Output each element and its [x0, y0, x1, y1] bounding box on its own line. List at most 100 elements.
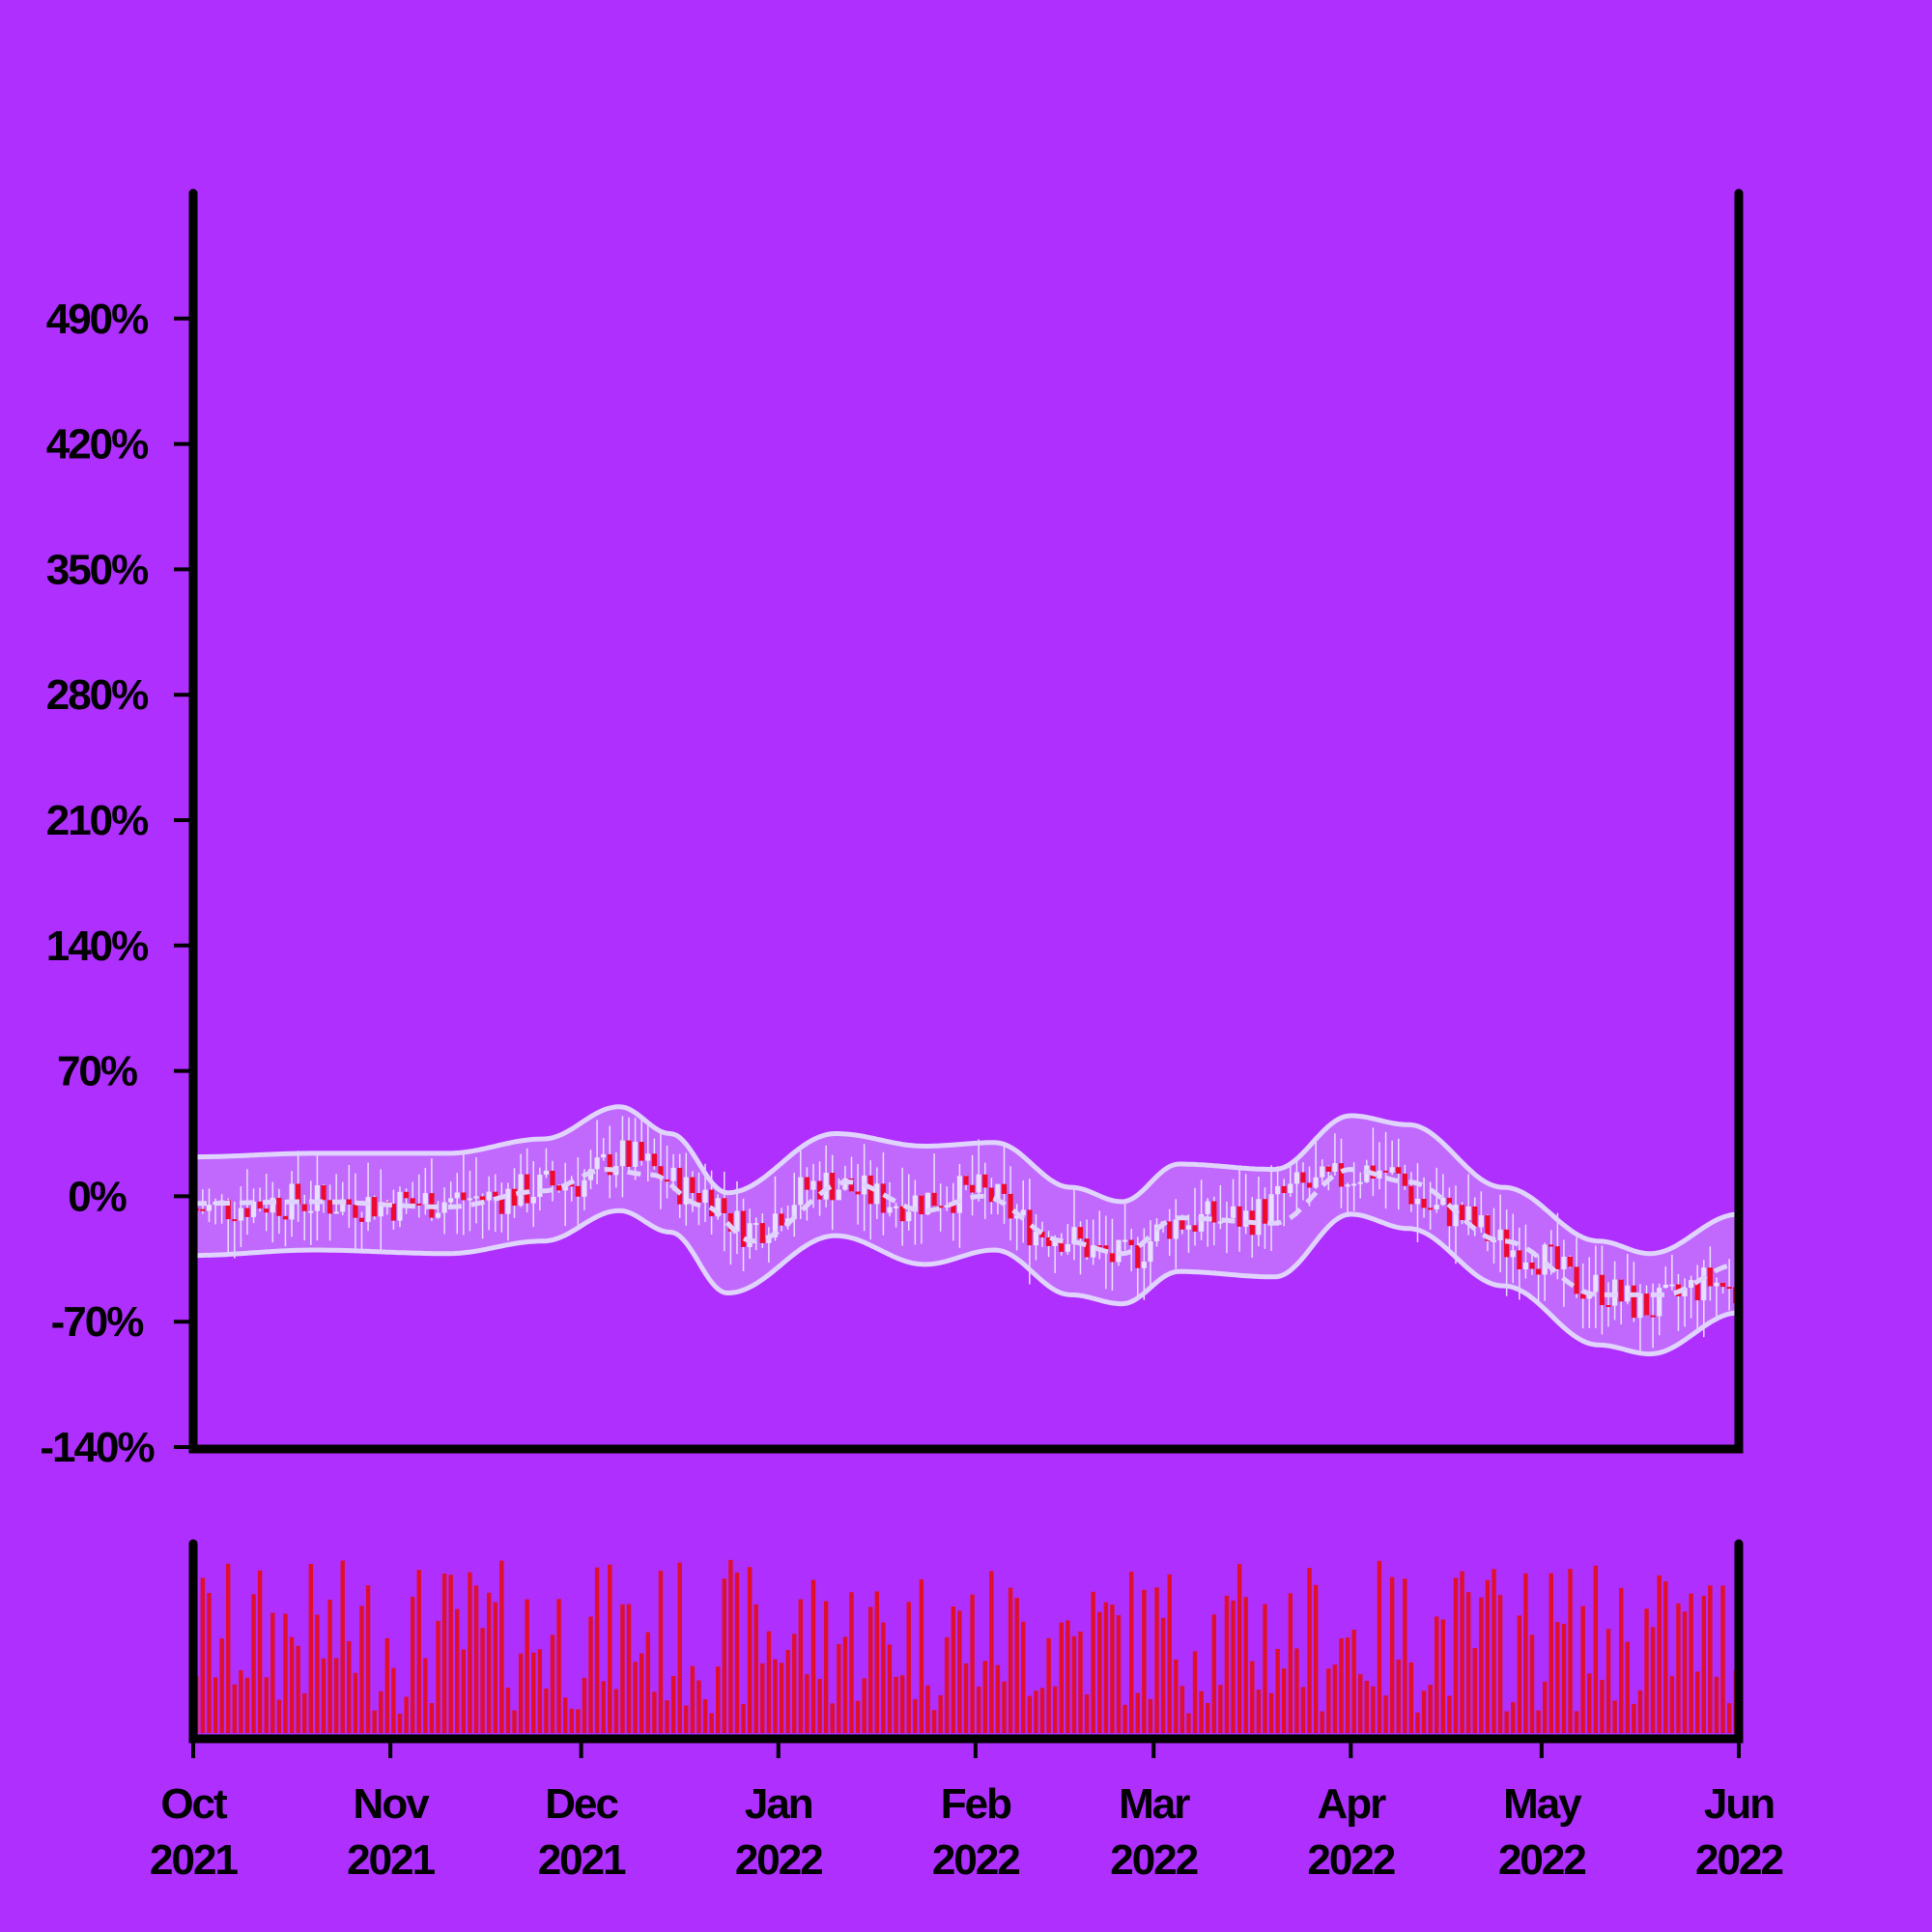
candle-body — [1167, 1221, 1173, 1239]
volume-bar — [1211, 1614, 1216, 1733]
candle-body — [1065, 1243, 1070, 1252]
volume-bar — [1605, 1629, 1611, 1733]
volume-bar — [728, 1559, 733, 1733]
volume-bar — [1657, 1575, 1662, 1733]
volume-bar — [868, 1606, 873, 1733]
candle — [1275, 1166, 1281, 1226]
candle — [753, 1217, 759, 1251]
volume-bar — [633, 1662, 638, 1733]
candle — [1618, 1279, 1624, 1325]
candle — [1135, 1236, 1141, 1300]
volume-bar — [544, 1688, 549, 1733]
candle — [1020, 1179, 1026, 1243]
volume-bar — [1637, 1690, 1643, 1733]
candle — [416, 1174, 422, 1218]
candle-body — [238, 1208, 243, 1221]
x-tick-month: May — [1503, 1780, 1582, 1828]
volume-bar — [1403, 1578, 1407, 1733]
candle — [976, 1139, 981, 1202]
candle-body — [1377, 1170, 1382, 1179]
volume-bar — [785, 1649, 790, 1733]
candle-body — [511, 1188, 518, 1207]
volume-bar — [1364, 1680, 1370, 1733]
candle-body — [722, 1198, 727, 1213]
candle-body — [772, 1213, 779, 1237]
volume-bar — [855, 1700, 861, 1733]
volume-bar — [817, 1679, 822, 1733]
candle — [639, 1119, 644, 1166]
volume-bar — [1110, 1605, 1115, 1733]
volume-bar — [448, 1575, 453, 1733]
volume-bar — [353, 1672, 358, 1733]
volume-bars-layer — [194, 1559, 1738, 1733]
volume-bar — [982, 1661, 987, 1733]
candle — [250, 1188, 257, 1224]
candle — [1593, 1245, 1599, 1328]
candle — [798, 1151, 804, 1219]
candle-body — [931, 1192, 937, 1207]
candle-body — [696, 1193, 702, 1204]
volume-bar — [365, 1585, 371, 1733]
candle — [1205, 1198, 1210, 1247]
volume-bar — [1148, 1698, 1153, 1733]
candle-body — [454, 1192, 460, 1199]
candle-body — [1529, 1262, 1535, 1269]
candle — [1707, 1246, 1713, 1301]
candle-body — [403, 1191, 410, 1199]
x-tick-year: 2022 — [1498, 1836, 1585, 1884]
candle-body — [1173, 1219, 1179, 1239]
volume-bar — [1167, 1574, 1172, 1733]
x-tick-month: Mar — [1119, 1780, 1190, 1828]
candle-body — [1434, 1205, 1439, 1209]
candle — [296, 1151, 301, 1222]
volume-bar — [1008, 1587, 1013, 1733]
volume-bar — [1383, 1695, 1388, 1733]
volume-bar — [1587, 1673, 1592, 1733]
volume-bar — [1142, 1589, 1147, 1733]
volume-bar — [1052, 1686, 1058, 1733]
x-tick-year: 2022 — [1307, 1836, 1394, 1884]
volume-bar — [613, 1689, 619, 1733]
volume-bar — [842, 1636, 848, 1733]
candle-body — [1262, 1199, 1268, 1224]
volume-bar — [773, 1659, 778, 1733]
candle-body — [906, 1211, 912, 1222]
candle-body — [200, 1208, 206, 1211]
candle-body — [473, 1196, 479, 1199]
volume-bar — [805, 1674, 810, 1733]
volume-bar — [970, 1594, 975, 1733]
volume-bar — [1224, 1595, 1230, 1733]
candle-body — [1459, 1205, 1465, 1220]
volume-bar — [1192, 1651, 1198, 1733]
candle — [938, 1183, 944, 1232]
candle-body — [1548, 1244, 1554, 1247]
volume-bar — [321, 1658, 327, 1733]
candle — [1077, 1221, 1084, 1275]
candle-body — [372, 1197, 378, 1217]
x-tick-year: 2021 — [347, 1836, 435, 1884]
volume-bar — [1435, 1616, 1439, 1733]
volume-bar — [995, 1664, 1001, 1733]
candle — [1211, 1196, 1217, 1246]
volume-bar — [1154, 1587, 1159, 1733]
volume-bar — [582, 1677, 587, 1733]
candle-body — [1033, 1231, 1039, 1246]
candle — [1561, 1239, 1567, 1307]
candle — [1478, 1191, 1484, 1234]
volume-bar — [576, 1709, 581, 1733]
volume-bar — [416, 1570, 421, 1733]
candle-body — [1135, 1245, 1141, 1268]
y-tick-label: -70% — [51, 1298, 144, 1346]
candle — [1719, 1282, 1726, 1294]
candle — [1689, 1275, 1694, 1319]
candle-body — [1091, 1245, 1096, 1258]
volume-bar — [1726, 1703, 1732, 1733]
volume-bar — [919, 1578, 924, 1733]
x-tick-month: Nov — [354, 1780, 431, 1828]
candle-body — [257, 1201, 263, 1209]
volume-bar — [1250, 1661, 1255, 1733]
volume-bar — [1268, 1692, 1274, 1733]
candle — [1599, 1245, 1605, 1335]
candle-body — [734, 1210, 740, 1232]
